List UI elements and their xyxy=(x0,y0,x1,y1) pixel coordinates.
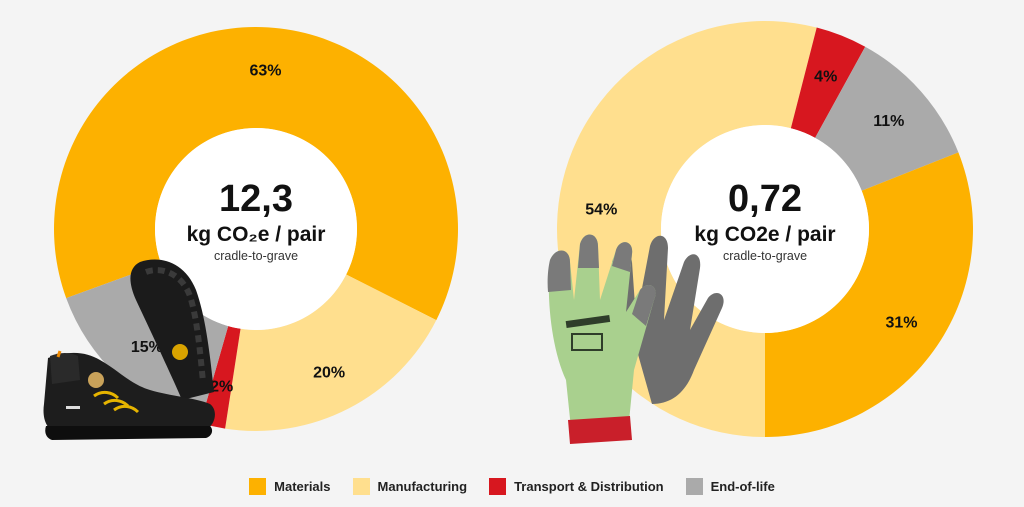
legend-label-end-of-life: End-of-life xyxy=(710,479,775,494)
slice-label-transport-and-distribution: 2% xyxy=(210,378,233,395)
safety-shoe-icon xyxy=(43,259,215,440)
center-subtitle: cradle-to-grave xyxy=(214,249,298,263)
legend-label-manufacturing: Manufacturing xyxy=(377,479,468,494)
legend-item-materials: Materials xyxy=(249,478,331,495)
footwear-donut-chart: 63% 20% 2% 15% 12,3 kg CO₂e / pair cradle-to-g… xyxy=(54,27,459,431)
slice-transport-and-distribution xyxy=(790,27,866,138)
legend: Materials Manufacturing Transport & Dist… xyxy=(0,478,1024,495)
center-unit: kg CO2e / pair xyxy=(694,223,835,246)
slice-label-materials: 63% xyxy=(249,62,281,79)
center-value: 0,72 xyxy=(728,178,802,220)
legend-swatch-end-of-life xyxy=(685,478,703,495)
slice-manufacturing xyxy=(225,274,437,431)
slice-label-end-of-life: 11% xyxy=(873,113,904,130)
center-value: 12,3 xyxy=(219,178,293,220)
slice-materials xyxy=(54,27,459,321)
center-subtitle: cradle-to-grave xyxy=(723,249,807,263)
legend-item-transport: Transport & Distribution xyxy=(489,478,664,495)
slice-label-manufacturing: 54% xyxy=(585,201,617,218)
slice-transport-and-distribution xyxy=(200,326,241,429)
center-unit: kg CO₂e / pair xyxy=(187,223,326,246)
slice-label-materials: 31% xyxy=(885,315,917,332)
slice-materials xyxy=(765,152,973,437)
donut-hole xyxy=(155,128,357,330)
legend-item-manufacturing: Manufacturing xyxy=(352,478,468,495)
donut-hole xyxy=(661,125,869,333)
slice-label-manufacturing: 20% xyxy=(313,364,345,381)
work-gloves-icon xyxy=(547,234,724,444)
slice-end-of-life xyxy=(815,46,959,191)
legend-swatch-materials xyxy=(249,478,267,495)
slice-label-end-of-life: 15% xyxy=(131,339,163,356)
legend-label-transport: Transport & Distribution xyxy=(514,479,664,494)
slice-label-transport-and-distribution: 4% xyxy=(814,69,837,86)
legend-label-materials: Materials xyxy=(274,479,331,494)
legend-swatch-manufacturing xyxy=(352,478,370,495)
legend-swatch-transport xyxy=(489,478,507,495)
legend-item-end-of-life: End-of-life xyxy=(685,478,775,495)
